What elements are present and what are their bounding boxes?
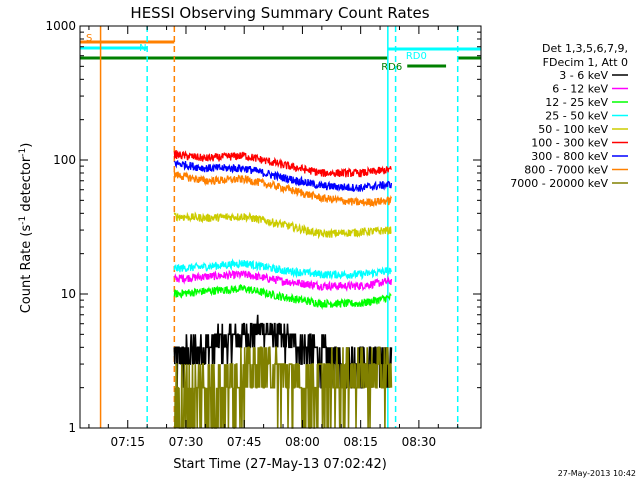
legend-label: 300 - 800 keV bbox=[531, 150, 608, 163]
y-axis-label-sup1: -1 bbox=[18, 216, 28, 225]
x-tick-label: 07:45 bbox=[227, 435, 262, 449]
y-axis-label-main: Count Rate (s bbox=[19, 225, 34, 314]
plot-frame bbox=[79, 25, 482, 429]
y-tick-label: 10 bbox=[61, 287, 76, 301]
axis-layer: 1 10 100 1000 07:15 07:30 07:45 08:00 08:15 08:30 bbox=[45, 19, 481, 449]
series-line bbox=[173, 211, 392, 240]
legend-label: 6 - 12 keV bbox=[552, 83, 608, 96]
x-tick-label: 08:00 bbox=[285, 435, 320, 449]
y-axis-label-end: ) bbox=[19, 143, 34, 148]
x-axis-label: Start Time (27-May-13 07:02:42) bbox=[173, 457, 387, 472]
flag-label: RD6 bbox=[381, 62, 402, 73]
series-line bbox=[173, 150, 392, 178]
series-line bbox=[173, 160, 393, 193]
y-tick-label: 1000 bbox=[45, 19, 76, 33]
y-tick-label: 1 bbox=[68, 421, 76, 435]
legend-label: 800 - 7000 keV bbox=[524, 164, 608, 177]
legend-label: 12 - 25 keV bbox=[545, 96, 608, 109]
flag-bars-layer: S N RD0 RD6 bbox=[80, 33, 481, 73]
series-line bbox=[173, 171, 392, 208]
x-tick-label: 07:15 bbox=[110, 435, 145, 449]
legend-label: 3 - 6 keV bbox=[559, 69, 608, 82]
y-axis-label: Count Rate (s-1 detector-1) bbox=[18, 143, 34, 314]
flag-label: S bbox=[86, 33, 92, 44]
series-layer bbox=[173, 150, 393, 429]
flag-label: N bbox=[139, 43, 146, 54]
legend-label: 50 - 100 keV bbox=[538, 123, 608, 136]
legend-label: 25 - 50 keV bbox=[545, 110, 608, 123]
legend-label: 7000 - 20000 keV bbox=[510, 177, 608, 190]
legend: Det 1,3,5,6,7,9, FDecim 1, Att 0 3 - 6 k… bbox=[510, 42, 628, 190]
y-tick-label: 100 bbox=[53, 153, 76, 167]
legend-header-line2: FDecim 1, Att 0 bbox=[543, 56, 628, 69]
legend-label: 100 - 300 keV bbox=[531, 137, 608, 150]
y-axis-label-sup2: -1 bbox=[18, 148, 28, 157]
x-tick-label: 08:15 bbox=[343, 435, 378, 449]
x-tick-label: 07:30 bbox=[169, 435, 204, 449]
series-line bbox=[173, 269, 393, 292]
flag-label: RD0 bbox=[406, 51, 427, 62]
legend-header-line1: Det 1,3,5,6,7,9, bbox=[542, 42, 628, 55]
series-line bbox=[174, 346, 393, 429]
series-line bbox=[173, 283, 392, 310]
y-axis-label-mid: detector bbox=[19, 156, 34, 216]
series-line bbox=[173, 258, 393, 281]
x-tick-label: 08:30 bbox=[402, 435, 437, 449]
chart-title: HESSI Observing Summary Count Rates bbox=[130, 4, 429, 22]
date-stamp: 27-May-2013 10:42 bbox=[558, 469, 636, 478]
